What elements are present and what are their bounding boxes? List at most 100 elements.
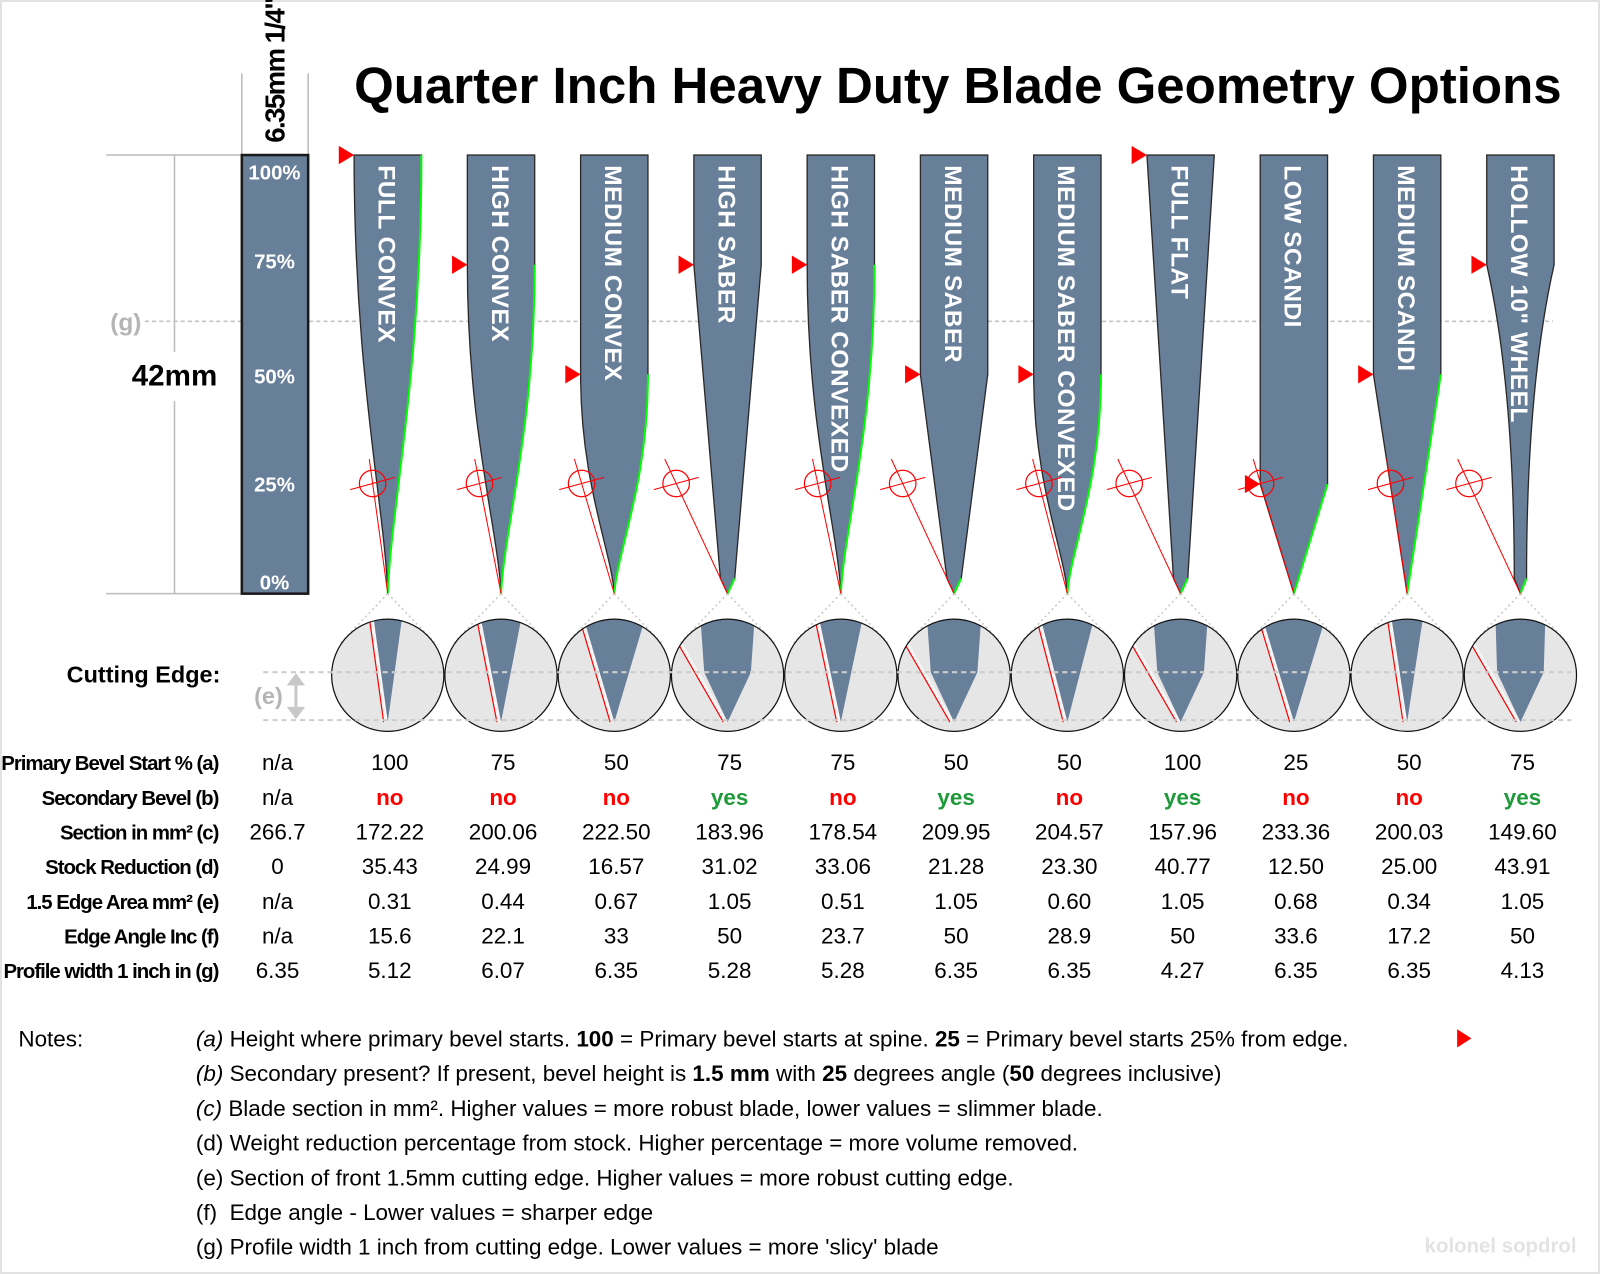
magnifier-ring	[557, 618, 672, 732]
blade-profile: HIGH SABER	[653, 154, 762, 596]
edge-section-shape	[817, 619, 864, 723]
blade-name: HOLLOW 10" WHEEL	[1505, 165, 1532, 423]
table-cell: n/a	[262, 750, 294, 775]
table-cell: 0.60	[1048, 889, 1092, 914]
table-cell: 0	[271, 854, 283, 879]
blade-profile: LOW SCANDI	[1238, 154, 1329, 596]
edge-angle-line	[671, 619, 724, 723]
blade-profile: FULL CONVEX	[338, 145, 423, 594]
edge-angle-line	[368, 458, 389, 594]
percent-tick: 75%	[254, 251, 295, 273]
bevel-start-marker-icon	[452, 255, 468, 274]
table-cell: 33.06	[815, 854, 871, 879]
table-cell: no	[603, 785, 630, 810]
note-item: (f) Edge angle - Lower values = sharper …	[196, 1200, 653, 1225]
bevel-start-marker-icon	[791, 255, 808, 274]
note-segment: (a)	[196, 1027, 223, 1052]
bevel-start-marker-icon	[1358, 365, 1374, 384]
table-cell: 75	[491, 750, 516, 775]
row-label: Stock Reduction (d)	[45, 857, 218, 879]
table-cell: 5.28	[821, 958, 865, 983]
table-cell: 33	[604, 924, 629, 949]
table-cell: 6.07	[481, 958, 525, 983]
blade-name: LOW SCANDI	[1279, 165, 1306, 328]
table-cell: 25.00	[1381, 854, 1437, 879]
edge-section-shape	[479, 619, 523, 723]
bevel-start-marker-icon	[1471, 255, 1487, 274]
table-cell: no	[1395, 785, 1422, 810]
edge-magnifier	[1010, 593, 1125, 732]
reference-stock-bar: 6.35mm 1/4" 42mm 100% 75% 50% 25% 0%	[106, 0, 310, 595]
note-segment: (b)	[196, 1061, 223, 1086]
row-label: Profile width 1 inch in (g)	[3, 961, 218, 983]
table-cell: 40.77	[1155, 854, 1211, 879]
blade-name: FULL FLAT	[1165, 165, 1192, 299]
edge-angle-line	[897, 619, 951, 723]
blade-profile: HIGH CONVEX	[452, 154, 536, 594]
edge-magnifier	[784, 593, 898, 732]
table-cell: 23.30	[1041, 854, 1097, 879]
percent-tick: 25%	[254, 475, 295, 497]
table-cell: 75	[1510, 750, 1535, 775]
table-cell: 50	[1510, 924, 1535, 949]
note-segment: (e)	[196, 1165, 223, 1190]
edge-section-shape	[926, 619, 982, 723]
percent-tick: 0%	[260, 573, 289, 595]
table-cell: n/a	[262, 924, 294, 949]
table-cell: 0.31	[368, 889, 412, 914]
note-item: (d) Weight reduction percentage from sto…	[196, 1131, 1078, 1156]
table-cell: 25	[1283, 750, 1308, 775]
height-label: 42mm	[132, 360, 218, 393]
table-cell: yes	[1164, 785, 1201, 810]
edge-angle-line	[1252, 458, 1295, 594]
table-cell: 4.13	[1501, 958, 1545, 983]
blade-name: MEDIUM CONVEX	[599, 165, 626, 381]
table-cell: 200.03	[1375, 819, 1444, 844]
note-segment: (d)	[196, 1131, 223, 1156]
table-cell: 50	[717, 924, 742, 949]
bevel-start-marker-icon	[565, 365, 581, 384]
cutting-bevel-highlight	[386, 155, 423, 594]
table-cell: 50	[1057, 750, 1082, 775]
table-cell: no	[1282, 785, 1309, 810]
note-segment: Secondary present? If present, bevel hei…	[223, 1061, 692, 1086]
table-cell: 17.2	[1387, 924, 1431, 949]
table-cell: 31.02	[702, 854, 758, 879]
table-cell: 0.44	[481, 889, 525, 914]
table-cell: 28.9	[1048, 924, 1092, 949]
crosshair-icon	[1238, 469, 1284, 498]
cutting-bevel-highlight	[953, 577, 963, 595]
note-segment: (g)	[196, 1235, 223, 1260]
bevel-start-marker-icon	[905, 365, 921, 384]
note-segment: Profile width 1 inch from cutting edge. …	[223, 1235, 938, 1260]
table-row: Profile width 1 inch in (g) 6.35 5.12 6.07 6…	[3, 958, 1544, 983]
table-cell: 100	[1164, 750, 1201, 775]
bevel-start-marker-icon	[1018, 365, 1034, 384]
blade-profile: MEDIUM SABER	[880, 154, 989, 596]
edge-section-shape	[1495, 619, 1546, 723]
cutting-bevel-highlight	[726, 577, 736, 595]
blade-profile: FULL FLAT	[1106, 145, 1215, 596]
edge-angle-line	[1032, 458, 1068, 594]
table-cell: 1.05	[1161, 889, 1205, 914]
cutting-bevel-highlight	[1066, 374, 1103, 594]
bevel-start-marker-icon	[338, 145, 355, 165]
table-cell: 50	[1170, 924, 1195, 949]
table-cell: 23.7	[821, 924, 865, 949]
edge-angle-line	[1464, 619, 1517, 723]
table-cell: 43.91	[1494, 854, 1550, 879]
note-item: (e) Section of front 1.5mm cutting edge.…	[196, 1165, 1014, 1190]
edge-angle-line	[890, 458, 955, 594]
table-cell: 6.35	[594, 958, 638, 983]
table-cell: 35.43	[362, 854, 418, 879]
edge-section-shape	[700, 619, 756, 723]
edge-angle-line	[1117, 458, 1182, 594]
table-cell: no	[376, 785, 403, 810]
magnifier-ring	[1237, 618, 1351, 732]
note-segment: (c)	[196, 1096, 222, 1121]
note-segment: Weight reduction percentage from stock. …	[223, 1131, 1078, 1156]
note-segment: 25	[935, 1027, 960, 1052]
edge-angle-line	[1124, 619, 1178, 723]
edge-section-shape	[581, 619, 647, 723]
